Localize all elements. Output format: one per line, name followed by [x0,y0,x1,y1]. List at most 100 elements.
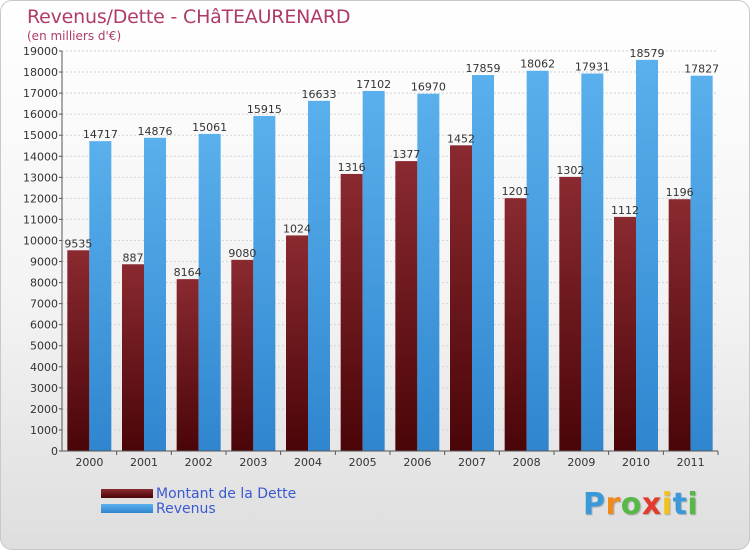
legend-item-revenus: Revenus [101,500,296,517]
legend-label-revenus: Revenus [156,500,216,517]
data-label-dette: 1201 [502,185,530,198]
data-label-revenus: 17827 [684,63,719,76]
data-label-revenus: 17859 [466,62,501,75]
y-tick-label: 2000 [30,403,58,416]
bar-revenus [362,90,385,452]
bar-revenus [89,141,112,451]
x-tick-label: 2006 [403,456,431,469]
data-label-revenus: 18579 [630,47,665,60]
y-tick-label: 12000 [23,192,58,205]
chart-title: Revenus/Dette - CHâTEAURENARD [27,6,351,28]
bar-revenus [253,115,276,452]
x-tick-label: 2004 [294,456,322,469]
y-tick-label: 7000 [30,298,58,311]
data-label-dette: 1452 [447,132,475,145]
value-labels-layer: 9535 14717 887 14876 8164 15061 9080 15915 1024 1… [64,47,719,279]
x-tick-label: 2008 [513,456,541,469]
y-tick-label: 10000 [23,234,58,247]
x-tick-label: 2003 [239,456,267,469]
y-tick-label: 19000 [23,45,58,58]
y-tick-label: 17000 [23,87,58,100]
data-label-revenus: 15061 [192,121,227,134]
y-tick-label: 18000 [23,66,58,79]
data-label-dette: 1316 [338,161,366,174]
bar-revenus [636,59,658,451]
data-label-dette: 1112 [611,204,639,217]
data-label-revenus: 16633 [302,88,337,101]
bar-revenus [144,137,166,452]
data-label-dette: 9080 [228,247,256,260]
bar-dette [614,216,636,451]
bar-dette [176,279,199,451]
bar-revenus [198,133,221,451]
legend-label-dette: Montant de la Dette [156,485,297,502]
legend-item-dette: Montant de la Dette [101,485,297,502]
x-tick-label: 2011 [677,456,705,469]
y-tick-label: 16000 [23,108,58,121]
grid-layer [62,50,718,452]
logo-letter: i [687,487,699,522]
logo-letter: P [583,487,606,522]
data-label-revenus: 15915 [247,103,282,116]
bar-dette [668,199,691,451]
data-label-revenus: 16970 [411,81,446,94]
bar-dette [231,259,254,451]
bar-dette [395,161,418,451]
data-label-dette: 1024 [283,222,311,235]
bar-revenus [690,75,713,452]
legend-swatch-dette [101,489,153,498]
bar-revenus [417,93,440,451]
y-tick-label: 15000 [23,129,58,142]
bars-layer [67,59,713,452]
x-tick-label: 2005 [349,456,377,469]
y-tick-label: 0 [51,445,58,458]
bar-revenus [581,73,604,452]
y-tick-label: 5000 [30,340,58,353]
logo-letter: t [672,487,688,522]
logo-letter: x [641,487,662,522]
data-label-dette: 8164 [174,266,202,279]
bar-dette [286,235,308,451]
bar-dette [450,145,472,451]
y-tick-label: 1000 [30,424,58,437]
x-tick-label: 2000 [75,456,103,469]
data-label-dette: 1302 [556,164,584,177]
y-tick-label: 13000 [23,171,58,184]
data-label-dette: 1196 [666,186,694,199]
y-tick-label: 8000 [30,277,58,290]
y-tick-label: 14000 [23,150,58,163]
legend-swatch-revenus [101,504,153,513]
x-tick-label: 2010 [622,456,650,469]
data-label-revenus: 14876 [138,125,173,138]
y-tick-label: 6000 [30,319,58,332]
data-label-revenus: 14717 [83,128,118,141]
chart-subtitle: (en milliers d'€) [27,29,122,43]
bar-dette [340,173,363,451]
data-label-revenus: 18062 [520,58,555,71]
y-tick-label: 4000 [30,361,58,374]
y-tick-label: 3000 [30,382,58,395]
legend: Montant de la Dette Revenus [101,485,297,517]
x-tick-label: 2007 [458,456,486,469]
bar-revenus [308,100,330,452]
proxiti-logo: Proxiti [583,487,698,522]
logo-letter: o [620,487,642,522]
data-label-dette: 887 [123,251,144,264]
data-label-dette: 9535 [64,237,92,250]
axis-layer: 0 1000 2000 3000 4000 5000 6000 7000 8000 9000 100… [23,45,719,469]
bar-dette [504,198,527,451]
x-tick-label: 2009 [567,456,595,469]
bar-revenus [526,70,549,451]
x-tick-label: 2002 [185,456,213,469]
y-tick-label: 11000 [23,213,58,226]
bar-dette [559,176,582,452]
logo-letter: r [605,487,621,522]
y-tick-label: 9000 [30,256,58,269]
data-label-revenus: 17102 [356,78,391,91]
bar-dette [122,264,144,451]
bar-revenus [472,75,494,451]
data-label-revenus: 17931 [575,61,610,74]
bar-dette [67,250,90,451]
